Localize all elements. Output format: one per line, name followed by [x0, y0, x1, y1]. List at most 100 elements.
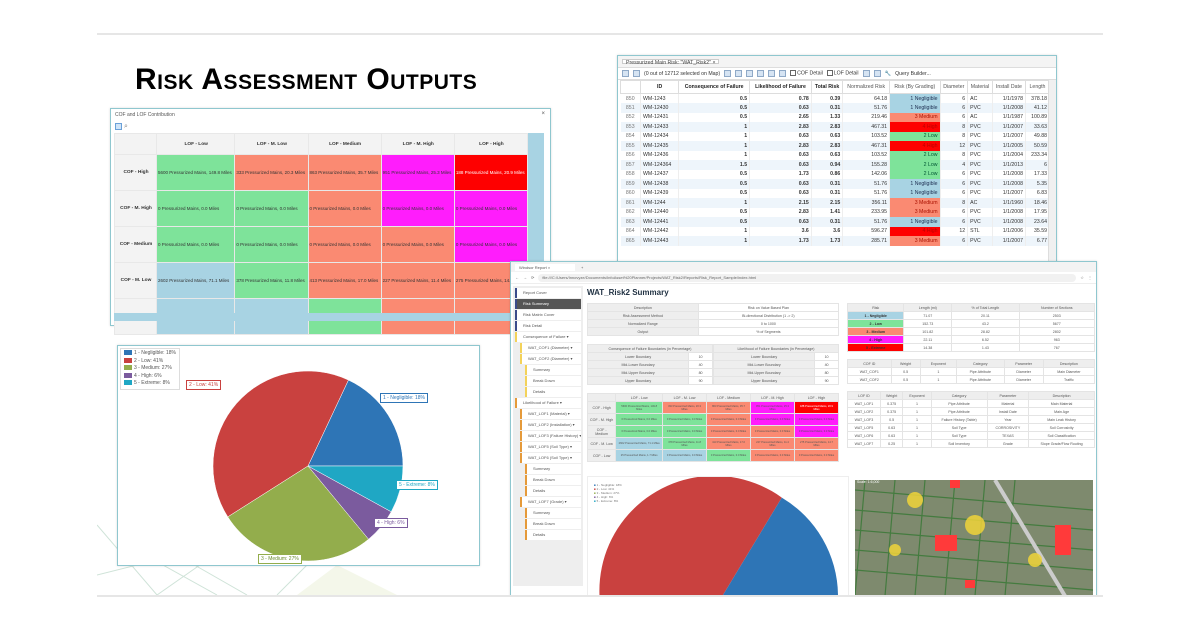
- close-tab-icon[interactable]: ×: [547, 264, 551, 270]
- table-row[interactable]: 853 WM-12433 1 2.83 2.83 467.31 4 High 8 PVC 1/1/…: [620, 122, 1051, 132]
- matrix-cell[interactable]: 0 Pressurized Mains, 0.0 Miles: [234, 190, 309, 227]
- export-icon[interactable]: [724, 70, 732, 77]
- forward-icon[interactable]: →: [523, 275, 527, 280]
- close-icon[interactable]: ×: [541, 111, 545, 117]
- print-icon[interactable]: [757, 70, 765, 77]
- column-header[interactable]: Install Date: [991, 80, 1026, 94]
- table-row[interactable]: 856 WM-12436 1 0.63 0.63 103.52 2 Low 8 PVC 1/1/2…: [620, 150, 1051, 160]
- matrix-cell[interactable]: 5600 Pressurized Mains, 149.8 Miles: [155, 154, 236, 191]
- nav-item[interactable]: Details: [525, 530, 581, 540]
- column-header[interactable]: Total Risk: [810, 80, 844, 94]
- nav-item[interactable]: Risk Matrix Cover: [515, 310, 581, 320]
- nav-item[interactable]: WAT_LOF3 (Failure History) ▾: [520, 431, 581, 441]
- star-icon[interactable]: ☆: [1080, 275, 1084, 280]
- matrix-cell[interactable]: 0 Pressurized Mains, 0.0 Miles: [380, 190, 455, 227]
- nav-item[interactable]: Summary: [525, 464, 581, 474]
- column-header[interactable]: [620, 80, 641, 94]
- matrix-cell[interactable]: 863 Pressurized Mains, 35.7 Miles: [307, 154, 382, 191]
- matrix-cell[interactable]: 0 Pressurized Mains, 0.0 Miles: [155, 190, 236, 227]
- nav-item[interactable]: Summary: [525, 365, 581, 375]
- save-icon[interactable]: [735, 70, 743, 77]
- menu-icon[interactable]: ⋮: [1088, 275, 1092, 280]
- filter-icon[interactable]: [768, 70, 776, 77]
- nav-item[interactable]: Report Cover: [515, 288, 581, 298]
- table-row[interactable]: 858 WM-12437 0.5 1.73 0.86 142.06 2 Low 6 PVC 1/1…: [620, 169, 1051, 179]
- column-header[interactable]: Diameter: [939, 80, 969, 94]
- column-header[interactable]: Consequence of Failure: [678, 80, 751, 94]
- nav-item[interactable]: WAT_COF1 (Diameter) ▾: [520, 343, 581, 353]
- matrix-cell[interactable]: 378 Pressurized Mains, 11.8 Miles: [234, 262, 309, 299]
- nav-item[interactable]: Summary: [525, 508, 581, 518]
- table-view-icon[interactable]: [633, 70, 640, 77]
- nav-item[interactable]: WAT_LOF2 (Installation) ▾: [520, 420, 581, 430]
- tab-pressurized-main-risk[interactable]: Pressurized Main Risk: "WAT_Risk2" ×: [622, 59, 720, 66]
- matrix-cell[interactable]: 0 Pressurized Mains, 0.0 Miles: [307, 190, 382, 227]
- cof-detail-checkbox[interactable]: COF Detail: [790, 70, 823, 77]
- nav-item[interactable]: Likelihood of Failure ▾: [515, 398, 581, 408]
- nav-item[interactable]: Consequence of Failure ▾: [515, 332, 581, 342]
- matrix-cell[interactable]: 951 Pressurized Mains, 25.3 Miles: [380, 154, 455, 191]
- wrench-icon[interactable]: 🔧: [884, 70, 892, 77]
- matrix-cell[interactable]: 0 Pressurized Mains, 0.0 Miles: [380, 226, 455, 263]
- nav-item[interactable]: WAT_LOF1 (Material) ▾: [520, 409, 581, 419]
- lof-detail-checkbox[interactable]: LOF Detail: [826, 70, 859, 77]
- table-row[interactable]: 850 WM-1243 0.5 0.78 0.39 64.18 1 Negligible 6 A…: [620, 93, 1051, 103]
- matrix-cell[interactable]: 0 Pressurized Mains, 0.0 Miles: [155, 226, 236, 263]
- pie-slice-negligible[interactable]: [307, 379, 404, 467]
- refresh-icon[interactable]: [622, 70, 629, 77]
- matrix-cell[interactable]: 413 Pressurized Mains, 17.0 Miles: [307, 262, 382, 299]
- query-builder-button[interactable]: Query Builder...: [895, 70, 931, 77]
- nav-item[interactable]: WAT_LOF5 (Soil Type) ▾: [520, 442, 581, 452]
- reload-icon[interactable]: ⟳: [531, 275, 535, 280]
- back-icon[interactable]: ←: [515, 275, 519, 280]
- chart-icon[interactable]: [862, 70, 870, 77]
- table-row[interactable]: 851 WM-12430 0.5 0.63 0.31 51.76 1 Negligible 6…: [620, 103, 1051, 113]
- select-icon[interactable]: [779, 70, 787, 77]
- column-header[interactable]: Risk (By Grading): [889, 80, 941, 94]
- table-row[interactable]: 862 WM-12440 0.5 2.83 1.41 233.95 3 Medium 6 PVC…: [620, 207, 1051, 217]
- nav-item[interactable]: Details: [525, 387, 581, 397]
- nav-item[interactable]: Risk Detail: [515, 321, 581, 331]
- nav-item[interactable]: Break Down: [525, 475, 581, 485]
- table-row[interactable]: 864 WM-12442 1 3.6 3.6 596.27 4 High 12 STL 1/1/2…: [620, 226, 1051, 236]
- browser-tab[interactable]: Windsor Report ×: [515, 263, 575, 271]
- close-tab-icon[interactable]: ×: [712, 60, 716, 66]
- column-header[interactable]: ID: [639, 80, 680, 94]
- matrix-cell[interactable]: 2602 Pressurized Mains, 71.1 Miles: [155, 262, 236, 299]
- risk-map[interactable]: Scale: 1:6,000: [855, 480, 1093, 595]
- matrix-cell[interactable]: 227 Pressurized Mains, 11.4 Miles: [380, 262, 455, 299]
- matrix-cell[interactable]: 333 Pressurized Mains, 20.3 Miles: [234, 154, 309, 191]
- nav-item[interactable]: WAT_LOF6 (Soil Type) ▾: [520, 453, 581, 463]
- column-header[interactable]: Likelihood of Failure: [749, 80, 812, 94]
- nav-item[interactable]: WAT_COF2 (Diameter) ▾: [520, 354, 581, 364]
- table-row[interactable]: 855 WM-12435 1 2.83 2.83 467.31 4 High 12 PVC 1/1…: [620, 141, 1051, 151]
- globe-icon[interactable]: [873, 70, 881, 77]
- table-row[interactable]: 859 WM-12438 0.5 0.63 0.31 51.76 1 Negligible 6…: [620, 179, 1051, 189]
- zoom-icon[interactable]: ⌕: [124, 122, 128, 130]
- column-header[interactable]: Normalized Risk: [842, 80, 891, 94]
- vertical-scrollbar[interactable]: [1048, 80, 1056, 266]
- column-header[interactable]: Material: [967, 80, 993, 94]
- undo-icon[interactable]: [746, 70, 754, 77]
- table-row[interactable]: 857 WM-124364 1.5 0.63 0.94 155.28 2 Low 4 PVC 1/…: [620, 160, 1051, 170]
- nav-item[interactable]: Risk Summary: [515, 299, 581, 309]
- pie-slice-low[interactable]: [212, 370, 349, 518]
- table-row[interactable]: 865 WM-12443 1 1.73 1.73 285.71 3 Medium 6 PVC 1/…: [620, 236, 1051, 246]
- matrix-cell[interactable]: 0 Pressurized Mains, 0.0 Miles: [453, 226, 529, 263]
- table-row[interactable]: 852 WM-12431 0.5 2.65 1.33 219.46 3 Medium 6 AC 1…: [620, 112, 1051, 122]
- url-field[interactable]: file:///C:/Users/Innovyze/Documents/Info…: [538, 273, 1077, 282]
- nav-item[interactable]: WAT_LOF7 (Grade) ▾: [520, 497, 581, 507]
- grid-view-icon[interactable]: [115, 122, 122, 130]
- column-header[interactable]: Length: [1024, 80, 1051, 94]
- table-row[interactable]: 861 WM-1244 1 2.15 2.15 356.11 3 Medium 8 AC 1/1/…: [620, 198, 1051, 208]
- nav-item[interactable]: Break Down: [525, 519, 581, 529]
- matrix-cell[interactable]: 0 Pressurized Mains, 0.0 Miles: [234, 226, 309, 263]
- table-row[interactable]: 863 WM-12441 0.5 0.63 0.31 51.76 1 Negligible 6…: [620, 217, 1051, 227]
- new-tab-button[interactable]: +: [581, 264, 584, 270]
- matrix-cell[interactable]: 188 Pressurized Mains, 20.9 Miles: [453, 154, 529, 191]
- table-row[interactable]: 854 WM-12434 1 0.63 0.63 103.52 2 Low 8 PVC 1/1/2…: [620, 131, 1051, 141]
- nav-item[interactable]: Break Down: [525, 376, 581, 386]
- nav-item[interactable]: Details: [525, 486, 581, 496]
- matrix-cell[interactable]: 0 Pressurized Mains, 0.0 Miles: [307, 226, 382, 263]
- matrix-cell[interactable]: 0 Pressurized Mains, 0.0 Miles: [453, 190, 529, 227]
